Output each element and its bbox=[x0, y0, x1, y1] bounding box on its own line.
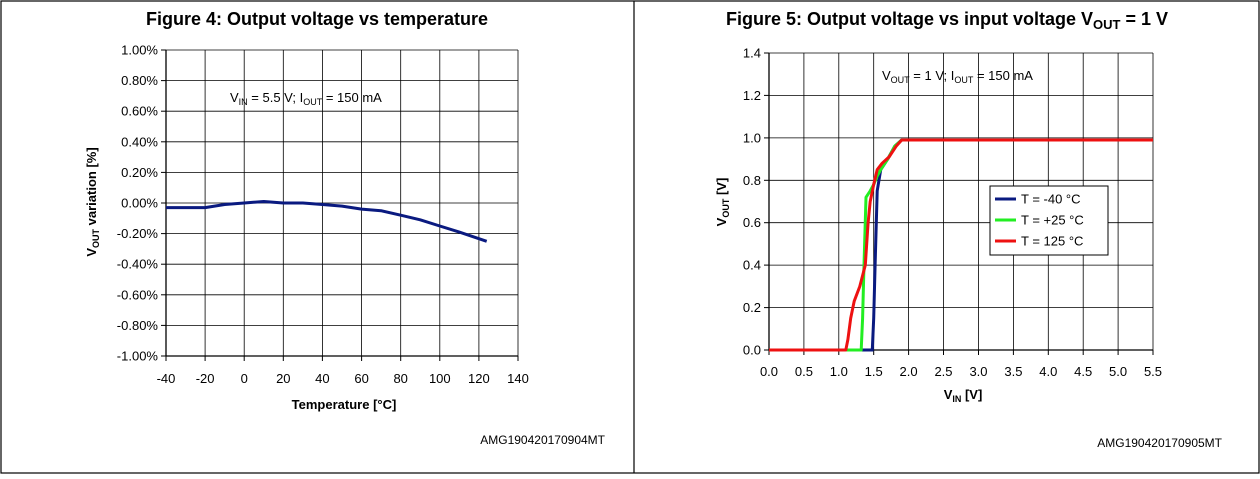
chart1-xtick-label: 100 bbox=[429, 371, 451, 386]
chart2-xtick-label: 0.5 bbox=[795, 364, 813, 379]
chart2-xtick-label: 4.5 bbox=[1074, 364, 1092, 379]
chart2-annotation: VOUT = 1 V; IOUT = 150 mA bbox=[882, 68, 1033, 85]
chart1-ytick-label: -1.00% bbox=[117, 349, 159, 364]
chart2-annotation-sub2: OUT bbox=[954, 75, 974, 85]
chart1-xlabel: Temperature [°C] bbox=[292, 397, 397, 412]
chart1-ytick-label: 0.00% bbox=[121, 196, 158, 211]
chart2-ylabel-sub: OUT bbox=[721, 198, 731, 218]
chart1-ytick-label: -0.40% bbox=[117, 257, 159, 272]
chart2-title-end: = 1 V bbox=[1120, 9, 1168, 29]
chart2-ytick-label: 0.0 bbox=[743, 343, 761, 358]
chart2-annotation-mid: = 1 V; I bbox=[910, 68, 955, 83]
chart2-annotation-end: = 150 mA bbox=[973, 68, 1033, 83]
chart2-xlabel-sub: IN bbox=[952, 394, 961, 404]
chart2-ytick-label: 0.8 bbox=[743, 173, 761, 188]
chart1-annotation-sub1: IN bbox=[239, 97, 248, 107]
chart1-ylabel-sub: OUT bbox=[91, 228, 101, 248]
chart1-annotation-v: V bbox=[230, 90, 239, 105]
chart2-ylabel-main: V bbox=[714, 217, 729, 226]
chart2-title-sub: OUT bbox=[1093, 17, 1121, 32]
chart2-xtick-label: 3.0 bbox=[969, 364, 987, 379]
chart1-annotation-sub2: OUT bbox=[303, 97, 323, 107]
chart1-annotation-end: = 150 mA bbox=[322, 90, 382, 105]
chart1-xtick-label: 20 bbox=[276, 371, 290, 386]
chart2-xtick-label: 1.0 bbox=[830, 364, 848, 379]
chart2-xtick-label: 2.5 bbox=[934, 364, 952, 379]
chart2-legend-label-2: T = +25 °C bbox=[1021, 213, 1084, 228]
chart2-annotation-v: V bbox=[882, 68, 891, 83]
chart2-ytick-label: 1.0 bbox=[743, 130, 761, 145]
chart2-xtick-label: 4.0 bbox=[1039, 364, 1057, 379]
chart1-ylabel-rest: variation [%] bbox=[84, 147, 99, 229]
chart1-annotation: VIN = 5.5 V; IOUT = 150 mA bbox=[230, 90, 382, 107]
chart1-xtick-label: -20 bbox=[196, 371, 215, 386]
chart1-ytick-label: 0.40% bbox=[121, 134, 158, 149]
chart2-ytick-label: 0.4 bbox=[743, 258, 761, 273]
chart2-xtick-label: 1.5 bbox=[865, 364, 883, 379]
chart2-xtick-label: 5.0 bbox=[1109, 364, 1127, 379]
chart2-xtick-label: 5.5 bbox=[1144, 364, 1162, 379]
chart2-ytick-label: 0.2 bbox=[743, 300, 761, 315]
chart1-ytick-label: 0.20% bbox=[121, 165, 158, 180]
chart1-ylabel: VOUT variation [%] bbox=[84, 147, 101, 256]
chart1-ytick-label: -0.60% bbox=[117, 287, 159, 302]
chart2-xtick-label: 0.0 bbox=[760, 364, 778, 379]
chart2-title: Figure 5: Output voltage vs input voltag… bbox=[726, 9, 1168, 32]
chart2-ytick-label: 1.2 bbox=[743, 88, 761, 103]
chart2-xtick-label: 2.0 bbox=[900, 364, 918, 379]
chart2-legend-label-3: T = 125 °C bbox=[1021, 234, 1083, 249]
chart1-xtick-label: 60 bbox=[354, 371, 368, 386]
chart1-ytick-label: -0.80% bbox=[117, 318, 159, 333]
chart1-xtick-label: 80 bbox=[393, 371, 407, 386]
chart2-legend: T = -40 °C T = +25 °C T = 125 °C bbox=[989, 185, 1109, 256]
chart2-ytick-label: 1.4 bbox=[743, 46, 761, 61]
chart1-ytick-label: 0.60% bbox=[121, 104, 158, 119]
chart2-xtick-label: 3.5 bbox=[1004, 364, 1022, 379]
chart2-ytick-label: 0.6 bbox=[743, 215, 761, 230]
chart1-plot: -1.00% -0.80% -0.60% -0.40% -0.20% 0.00% 0.20%… bbox=[117, 43, 529, 387]
chart1-ytick-label: 0.80% bbox=[121, 73, 158, 88]
chart2-title-main: Figure 5: Output voltage vs input voltag… bbox=[726, 9, 1093, 29]
chart2-plot: 0.0 0.2 0.4 0.6 0.8 1.0 1.2 1.4 0.0 0.5 1.0 1.5 2.0 2… bbox=[743, 46, 1162, 380]
chart1-ytick-label: -0.20% bbox=[117, 226, 159, 241]
chart1-xtick-label: 140 bbox=[507, 371, 529, 386]
chart1-annotation-mid: = 5.5 V; I bbox=[248, 90, 304, 105]
chart1-xtick-label: -40 bbox=[157, 371, 176, 386]
chart1-xtick-label: 40 bbox=[315, 371, 329, 386]
chart2-ylabel-rest: [V] bbox=[714, 178, 729, 199]
chart2-xlabel-main: V bbox=[944, 387, 953, 402]
chart2-annotation-sub1: OUT bbox=[891, 75, 911, 85]
chart2-legend-label-1: T = -40 °C bbox=[1021, 192, 1081, 207]
chart2-series-line-3 bbox=[769, 138, 1153, 352]
chart1-series-line-1 bbox=[166, 200, 488, 243]
chart2-ylabel: VOUT [V] bbox=[714, 178, 731, 227]
chart2-xlabel: VIN [V] bbox=[944, 387, 983, 404]
chart1-code: AMG190420170904MT bbox=[480, 433, 605, 447]
chart1-xtick-label: 120 bbox=[468, 371, 490, 386]
chart1-ylabel-main: V bbox=[84, 248, 99, 257]
chart2-xlabel-rest: [V] bbox=[961, 387, 982, 402]
chart1-xtick-label: 0 bbox=[241, 371, 248, 386]
chart1-title: Figure 4: Output voltage vs temperature bbox=[146, 9, 488, 29]
chart1-ytick-label: 1.00% bbox=[121, 43, 158, 58]
chart2-code: AMG190420170905MT bbox=[1097, 436, 1222, 450]
